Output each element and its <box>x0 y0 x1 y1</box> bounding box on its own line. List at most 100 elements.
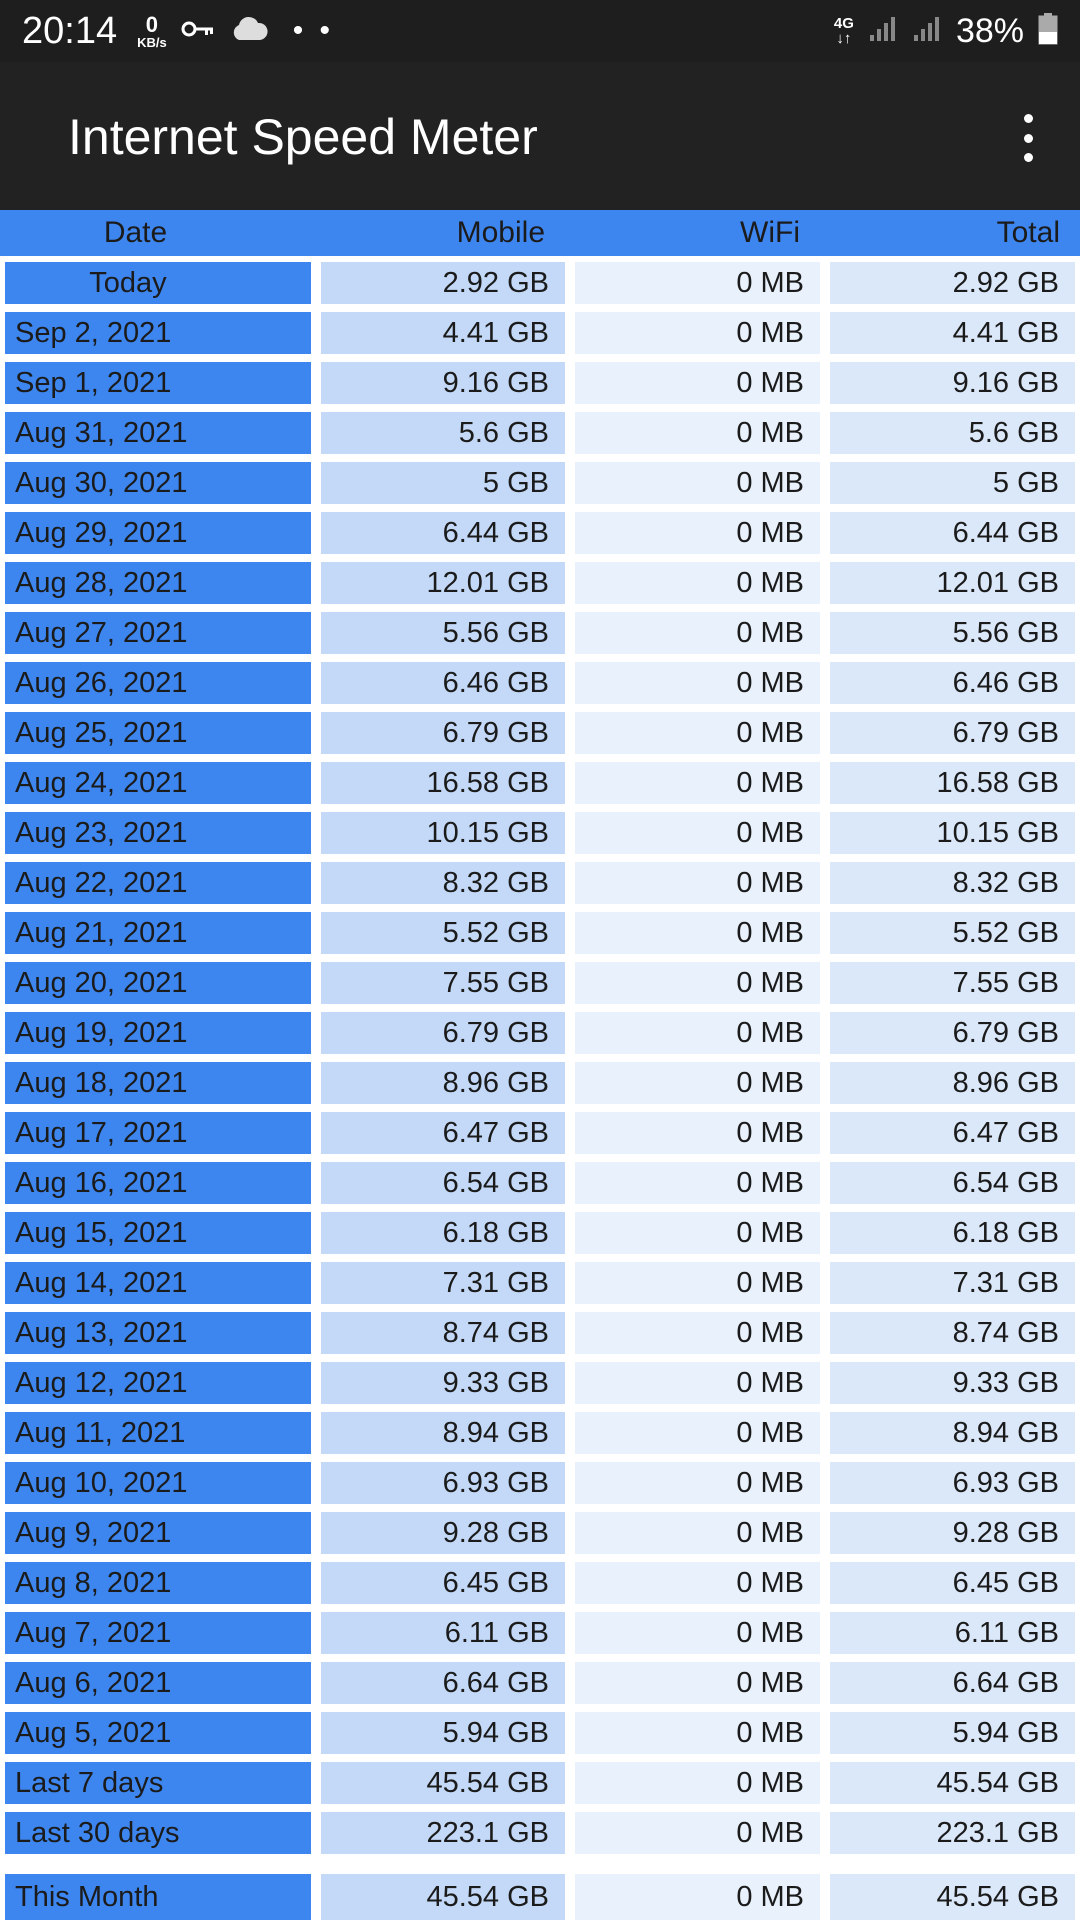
cell-mobile: 7.55 GB <box>321 962 565 1004</box>
cell-wifi: 0 MB <box>575 1662 820 1704</box>
cell-date: Aug 20, 2021 <box>5 962 311 1004</box>
cell-mobile: 6.54 GB <box>321 1162 565 1204</box>
table-row: Aug 26, 2021 6.46 GB 0 MB 6.46 GB <box>0 662 1080 712</box>
cell-mobile: 8.94 GB <box>321 1412 565 1454</box>
cell-wifi: 0 MB <box>575 812 820 854</box>
cell-date: Sep 1, 2021 <box>5 362 311 404</box>
cell-mobile: 6.93 GB <box>321 1462 565 1504</box>
cell-wifi: 0 MB <box>575 1162 820 1204</box>
cell-date: Aug 27, 2021 <box>5 612 311 654</box>
cell-total: 4.41 GB <box>830 312 1075 354</box>
cell-wifi: 0 MB <box>575 612 820 654</box>
cell-mobile: 5 GB <box>321 462 565 504</box>
battery-percentage: 38% <box>955 11 1024 50</box>
cell-total: 6.18 GB <box>830 1212 1075 1254</box>
table-row: This Month 45.54 GB 0 MB 45.54 GB <box>0 1874 1080 1924</box>
cell-mobile: 10.15 GB <box>321 812 565 854</box>
cell-date: This Month <box>5 1874 311 1920</box>
table-row: Aug 20, 2021 7.55 GB 0 MB 7.55 GB <box>0 962 1080 1012</box>
cell-mobile: 9.33 GB <box>321 1362 565 1404</box>
cell-date: Aug 11, 2021 <box>5 1412 311 1454</box>
table-row: Aug 30, 2021 5 GB 0 MB 5 GB <box>0 462 1080 512</box>
cell-wifi: 0 MB <box>575 1062 820 1104</box>
cell-date: Aug 14, 2021 <box>5 1262 311 1304</box>
table-row: Aug 22, 2021 8.32 GB 0 MB 8.32 GB <box>0 862 1080 912</box>
cell-total: 8.94 GB <box>830 1412 1075 1454</box>
cell-wifi: 0 MB <box>575 1412 820 1454</box>
header-wifi: WiFi <box>740 216 800 249</box>
network-arrows: ↓↑ <box>836 30 852 47</box>
cell-mobile: 7.31 GB <box>321 1262 565 1304</box>
cell-wifi: 0 MB <box>575 1312 820 1354</box>
battery-icon <box>1038 12 1058 50</box>
cell-mobile: 5.6 GB <box>321 412 565 454</box>
usage-table: Today 2.92 GB 0 MB 2.92 GB Sep 2, 2021 4.41 G… <box>0 256 1080 1924</box>
cloud-icon <box>229 16 269 47</box>
table-row: Today 2.92 GB 0 MB 2.92 GB <box>0 262 1080 312</box>
signal-icon-2 <box>912 15 942 48</box>
cell-wifi: 0 MB <box>575 1874 820 1920</box>
table-row: Aug 25, 2021 6.79 GB 0 MB 6.79 GB <box>0 712 1080 762</box>
status-left: 20:14 0 KB/s • • <box>22 10 334 53</box>
cell-mobile: 6.18 GB <box>321 1212 565 1254</box>
cell-total: 5.56 GB <box>830 612 1075 654</box>
cell-total: 9.28 GB <box>830 1512 1075 1554</box>
cell-total: 223.1 GB <box>830 1812 1075 1854</box>
cell-mobile: 45.54 GB <box>321 1874 565 1920</box>
status-time: 20:14 <box>22 9 118 52</box>
cell-date: Aug 13, 2021 <box>5 1312 311 1354</box>
more-vert-icon[interactable] <box>1016 114 1040 162</box>
table-row: Aug 28, 2021 12.01 GB 0 MB 12.01 GB <box>0 562 1080 612</box>
cell-wifi: 0 MB <box>575 1762 820 1804</box>
cell-wifi: 0 MB <box>575 312 820 354</box>
cell-total: 6.44 GB <box>830 512 1075 554</box>
cell-total: 8.32 GB <box>830 862 1075 904</box>
cell-mobile: 5.56 GB <box>321 612 565 654</box>
table-row: Aug 29, 2021 6.44 GB 0 MB 6.44 GB <box>0 512 1080 562</box>
cell-wifi: 0 MB <box>575 412 820 454</box>
cell-mobile: 223.1 GB <box>321 1812 565 1854</box>
cell-total: 6.46 GB <box>830 662 1075 704</box>
cell-wifi: 0 MB <box>575 1362 820 1404</box>
cell-date: Aug 22, 2021 <box>5 862 311 904</box>
cell-mobile: 6.47 GB <box>321 1112 565 1154</box>
cell-wifi: 0 MB <box>575 1112 820 1154</box>
cell-total: 5.94 GB <box>830 1712 1075 1754</box>
table-row: Aug 9, 2021 9.28 GB 0 MB 9.28 GB <box>0 1512 1080 1562</box>
cell-date: Aug 5, 2021 <box>5 1712 311 1754</box>
cell-date: Aug 6, 2021 <box>5 1662 311 1704</box>
cell-mobile: 45.54 GB <box>321 1762 565 1804</box>
cell-mobile: 8.96 GB <box>321 1062 565 1104</box>
cell-wifi: 0 MB <box>575 962 820 1004</box>
table-row: Aug 12, 2021 9.33 GB 0 MB 9.33 GB <box>0 1362 1080 1412</box>
cell-total: 6.11 GB <box>830 1612 1075 1654</box>
table-row: Aug 19, 2021 6.79 GB 0 MB 6.79 GB <box>0 1012 1080 1062</box>
cell-total: 45.54 GB <box>830 1762 1075 1804</box>
cell-mobile: 8.74 GB <box>321 1312 565 1354</box>
table-row: Aug 15, 2021 6.18 GB 0 MB 6.18 GB <box>0 1212 1080 1262</box>
cell-wifi: 0 MB <box>575 1512 820 1554</box>
cell-date: Aug 25, 2021 <box>5 712 311 754</box>
cell-wifi: 0 MB <box>575 462 820 504</box>
header-mobile: Mobile <box>456 216 545 249</box>
cell-wifi: 0 MB <box>575 1462 820 1504</box>
network-type: 4G <box>833 15 854 32</box>
cell-wifi: 0 MB <box>575 1212 820 1254</box>
table-row: Aug 5, 2021 5.94 GB 0 MB 5.94 GB <box>0 1712 1080 1762</box>
cell-wifi: 0 MB <box>575 1262 820 1304</box>
cell-total: 6.79 GB <box>830 712 1075 754</box>
cell-total: 7.31 GB <box>830 1262 1075 1304</box>
cell-total: 16.58 GB <box>830 762 1075 804</box>
table-row: Aug 6, 2021 6.64 GB 0 MB 6.64 GB <box>0 1662 1080 1712</box>
cell-wifi: 0 MB <box>575 562 820 604</box>
summary-gap <box>0 1862 1080 1874</box>
network-speed-indicator: 0 KB/s <box>137 13 167 49</box>
cell-date: Last 7 days <box>5 1762 311 1804</box>
cell-total: 8.96 GB <box>830 1062 1075 1104</box>
cell-wifi: 0 MB <box>575 1562 820 1604</box>
network-4g-icon: 4G ↓↑ <box>834 16 854 46</box>
cell-date: Aug 24, 2021 <box>5 762 311 804</box>
cell-date: Aug 23, 2021 <box>5 812 311 854</box>
vpn-key-icon <box>181 19 215 44</box>
table-row: Last 30 days 223.1 GB 0 MB 223.1 GB <box>0 1812 1080 1862</box>
